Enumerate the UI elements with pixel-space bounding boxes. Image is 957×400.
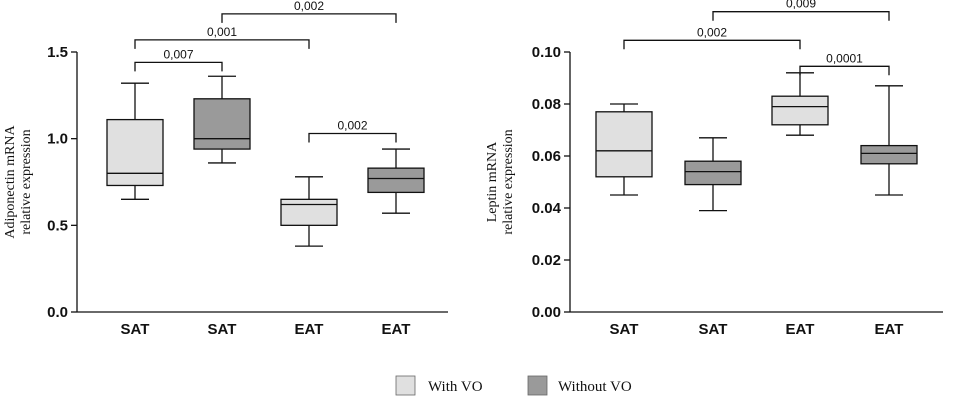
significance-brackets: 0,002 0,001 0,007 0,002 <box>134 0 397 143</box>
box-eat-without-vo <box>860 85 918 196</box>
bracket-line <box>712 11 890 21</box>
significance-bracket: 0,002 <box>308 118 397 143</box>
x-category-label: SAT <box>610 321 639 338</box>
p-value-label: 0,002 <box>337 118 367 132</box>
y-tick-label: 0.04 <box>532 200 562 217</box>
x-category-label: SAT <box>208 321 237 338</box>
x-category-label: EAT <box>786 321 815 338</box>
bracket-line <box>308 132 397 143</box>
y-tick-label: 0.5 <box>47 217 68 234</box>
box-sat-without-vo <box>684 137 742 212</box>
iqr-box <box>860 144 918 165</box>
y-axis-title-line1: Adiponectin mRNA <box>3 125 18 239</box>
box-sat-with-vo <box>595 103 653 196</box>
box-eat-with-vo <box>771 72 829 136</box>
x-category-label: SAT <box>121 321 150 338</box>
p-value-label: 0,002 <box>697 25 727 39</box>
bracket-line <box>623 39 801 50</box>
legend: With VO Without VO <box>395 375 632 396</box>
x-category-label: EAT <box>295 321 324 338</box>
p-value-label: 0,001 <box>207 25 237 39</box>
legend-swatch-with-vo <box>395 375 416 396</box>
legend-label-without-vo: Without VO <box>558 379 632 395</box>
significance-bracket: 0,009 <box>712 0 890 21</box>
legend-swatch-without-vo <box>527 375 548 396</box>
y-tick-label: 0.0 <box>47 304 68 321</box>
x-category-label: SAT <box>699 321 728 338</box>
significance-bracket: 0,002 <box>623 25 801 50</box>
iqr-box <box>367 167 425 194</box>
y-tick-label: 0.06 <box>532 148 561 165</box>
iqr-box <box>106 118 164 187</box>
y-tick-label: 0.00 <box>532 304 561 321</box>
iqr-box <box>280 198 338 226</box>
significance-bracket: 0,007 <box>134 47 223 72</box>
p-value-label: 0,007 <box>163 47 193 61</box>
p-value-label: 0,0001 <box>826 51 863 65</box>
boxes <box>106 75 425 247</box>
y-ticks: 0.0 0.5 1.0 1.5 <box>47 44 77 321</box>
bracket-line <box>134 39 310 49</box>
bracket-line <box>799 65 890 76</box>
leptin-chart: Leptin mRNA relative expression 0.00 0.02… <box>485 0 943 338</box>
significance-bracket: 0,0001 <box>799 51 890 76</box>
category-labels: SAT SAT EAT EAT <box>121 321 411 338</box>
bracket-line <box>134 61 223 72</box>
bracket-line <box>221 13 397 23</box>
iqr-box <box>193 98 251 150</box>
y-ticks: 0.00 0.02 0.04 0.06 0.08 0.10 <box>532 44 570 321</box>
y-axis-title-line2: relative expression <box>19 129 34 234</box>
y-tick-label: 0.08 <box>532 96 561 113</box>
y-tick-label: 0.10 <box>532 44 561 61</box>
box-eat-without-vo <box>367 148 425 214</box>
p-value-label: 0,009 <box>786 0 816 11</box>
p-value-label: 0,002 <box>294 0 324 13</box>
y-tick-label: 0.02 <box>532 252 561 269</box>
significance-bracket: 0,001 <box>134 25 310 49</box>
y-axis-title-line2: relative expression <box>501 129 516 234</box>
adiponectin-chart: Adiponectin mRNA relative expression 0.0… <box>3 0 448 338</box>
y-tick-label: 1.0 <box>47 131 68 148</box>
category-labels: SAT SAT EAT EAT <box>610 321 904 338</box>
y-tick-label: 1.5 <box>47 44 68 61</box>
box-sat-without-vo <box>193 75 251 164</box>
significance-bracket: 0,002 <box>221 0 397 23</box>
iqr-box <box>771 95 829 126</box>
iqr-box <box>595 111 653 178</box>
significance-brackets: 0,009 0,002 0,0001 <box>623 0 890 76</box>
y-axis-title-line1: Leptin mRNA <box>485 141 500 222</box>
boxes <box>595 72 918 212</box>
x-category-label: EAT <box>382 321 411 338</box>
box-eat-with-vo <box>280 176 338 247</box>
iqr-box <box>684 160 742 186</box>
x-category-label: EAT <box>875 321 904 338</box>
box-sat-with-vo <box>106 82 164 200</box>
legend-label-with-vo: With VO <box>428 379 483 395</box>
